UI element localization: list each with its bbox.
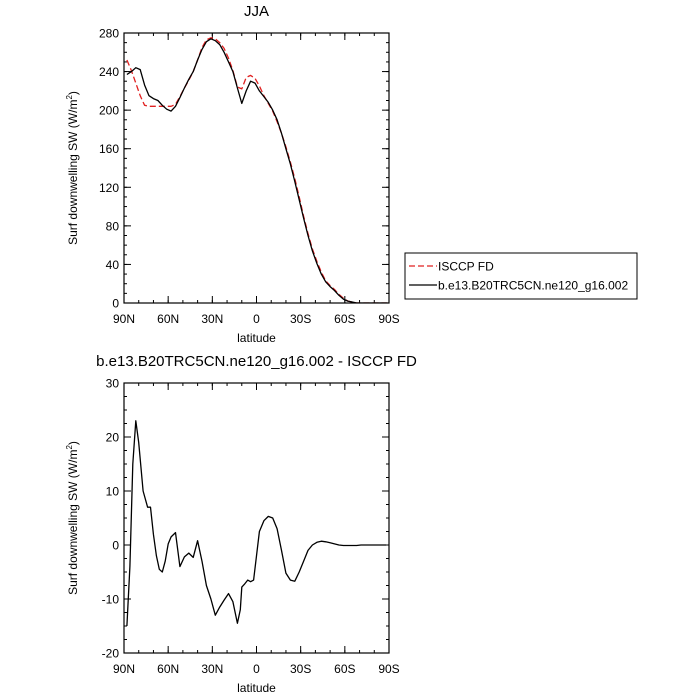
series-line-1 <box>126 38 388 303</box>
y-tick-label: 10 <box>106 485 120 499</box>
x-tick-label: 90S <box>378 662 399 676</box>
x-tick-label: 60S <box>334 312 355 326</box>
y-axis-label-sup: 2 <box>65 445 74 450</box>
x-tick-label: 0 <box>253 662 260 676</box>
x-tick-label: 30N <box>201 662 223 676</box>
y-axis-label-end: ) <box>66 441 80 445</box>
y-tick-label: 240 <box>99 65 119 79</box>
legend-label-0: ISCCP FD <box>438 260 494 274</box>
x-tick-label: 90N <box>113 662 135 676</box>
x-tick-label: 30N <box>201 312 223 326</box>
legend-label-1: b.e13.B20TRC5CN.ne120_g16.002 <box>438 279 628 293</box>
plot-title: b.e13.B20TRC5CN.ne120_g16.002 - ISCCP FD <box>96 353 417 370</box>
x-tick-label: 60N <box>157 312 179 326</box>
x-axis-label: latitude <box>237 331 276 345</box>
y-tick-label: 0 <box>112 539 119 553</box>
y-tick-label: 200 <box>99 104 119 118</box>
y-axis-label-main: Surf downwelling SW (W/m <box>66 450 80 595</box>
x-tick-label: 90S <box>378 312 399 326</box>
y-axis-label: Surf downwelling SW (W/m2) <box>65 441 80 595</box>
series-line-0 <box>126 420 387 627</box>
x-tick-label: 30S <box>290 312 311 326</box>
x-tick-label: 60S <box>334 662 355 676</box>
x-tick-label: 0 <box>253 312 260 326</box>
y-tick-label: 120 <box>99 181 119 195</box>
y-axis-label-sup: 2 <box>65 95 74 100</box>
bottom-plot: b.e13.B20TRC5CN.ne120_g16.002 - ISCCP FD… <box>65 353 417 695</box>
y-axis-label-main: Surf downwelling SW (W/m <box>66 100 80 245</box>
top-plot: JJA 0 40 80 120 160 200 240 280 90N 60N 30N 0 30S 60S 9… <box>65 3 638 345</box>
x-tick-label: 90N <box>113 312 135 326</box>
y-tick-label: 40 <box>106 258 120 272</box>
legend-box <box>404 252 638 300</box>
y-tick-label: 0 <box>112 297 119 311</box>
y-tick-label: 80 <box>106 219 120 233</box>
y-axis-label: Surf downwelling SW (W/m2) <box>65 91 80 245</box>
plot-title: JJA <box>244 3 269 20</box>
y-axis-label-end: ) <box>66 91 80 95</box>
y-tick-label: 30 <box>106 377 120 391</box>
x-tick-label: 60N <box>157 662 179 676</box>
x-axis-label: latitude <box>237 681 276 695</box>
y-tick-label: 160 <box>99 142 119 156</box>
series-line-0 <box>126 37 388 303</box>
plot-frame <box>123 382 390 654</box>
plot-frame <box>123 32 390 304</box>
x-tick-label: 30S <box>290 662 311 676</box>
y-tick-label: 280 <box>99 27 119 41</box>
y-tick-label: 20 <box>106 431 120 445</box>
y-tick-label: -20 <box>102 647 120 661</box>
y-tick-label: -10 <box>102 593 120 607</box>
